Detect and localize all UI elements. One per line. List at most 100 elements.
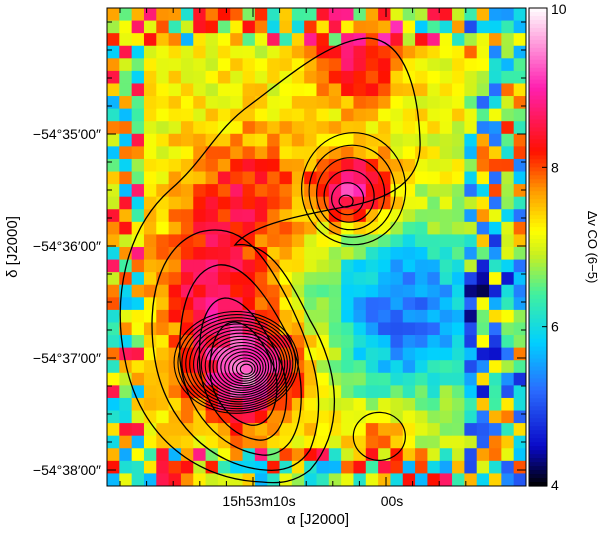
heatmap-cell — [156, 335, 170, 349]
heatmap-cell — [513, 146, 526, 160]
heatmap-cell — [168, 234, 182, 248]
colorbar-swatch — [529, 71, 547, 77]
colorbar-swatch — [529, 266, 547, 272]
heatmap-cell — [476, 460, 490, 474]
heatmap-cell — [452, 259, 465, 273]
heatmap-cell — [427, 247, 441, 260]
colorbar-swatch — [529, 294, 547, 300]
heatmap-cell — [242, 133, 256, 147]
heatmap-cell — [390, 133, 404, 147]
heatmap-cell — [501, 284, 515, 298]
heatmap-cell — [513, 221, 526, 235]
heatmap-cell — [341, 360, 354, 374]
heatmap-cell — [156, 234, 170, 248]
heatmap-cell — [119, 133, 133, 147]
heatmap-cell — [180, 209, 194, 223]
heatmap-cell — [427, 297, 441, 311]
heatmap-cell — [378, 297, 391, 311]
heatmap-cell — [513, 423, 526, 437]
heatmap-cell — [415, 234, 428, 248]
colorbar-swatch — [529, 302, 547, 308]
heatmap-cell — [107, 121, 120, 135]
heatmap-cell — [415, 410, 428, 424]
heatmap-cell — [279, 448, 293, 462]
heatmap-cell — [452, 33, 465, 47]
contour-line — [189, 323, 288, 405]
heatmap-cell — [217, 460, 231, 474]
heatmap-cell — [217, 297, 231, 311]
heatmap-cell — [489, 70, 502, 84]
heatmap-cell — [242, 83, 256, 97]
heatmap-cell — [193, 171, 206, 185]
heatmap-cell — [291, 158, 305, 172]
heatmap-cell — [353, 70, 367, 84]
heatmap-cell — [291, 473, 305, 486]
heatmap-cell — [501, 309, 515, 323]
heatmap-cell — [205, 309, 219, 323]
heatmap-cell — [119, 96, 133, 110]
heatmap-cell — [217, 372, 231, 386]
heatmap-cell — [489, 322, 502, 336]
heatmap-cell — [476, 33, 490, 47]
heatmap-cell — [427, 360, 441, 374]
heatmap-cell — [501, 435, 515, 449]
heatmap-cell — [390, 297, 404, 311]
heatmap-cell — [390, 146, 404, 160]
heatmap-cell — [316, 83, 330, 97]
colorbar-swatch — [529, 247, 547, 252]
heatmap-cell — [452, 108, 465, 122]
heatmap-cell — [168, 133, 182, 147]
heatmap-cell — [328, 410, 342, 424]
heatmap-cell — [242, 234, 256, 248]
heatmap-cell — [489, 297, 502, 311]
contour-line — [301, 132, 407, 246]
heatmap-cell — [501, 133, 515, 147]
heatmap-cell — [180, 435, 194, 449]
heatmap-cell — [513, 133, 526, 147]
heatmap-cell — [489, 397, 502, 411]
heatmap-cell — [267, 158, 280, 172]
heatmap-cell — [205, 209, 219, 223]
heatmap-cell — [156, 184, 170, 198]
colorbar-swatch — [529, 418, 547, 423]
heatmap-cell — [279, 146, 293, 160]
heatmap-cell — [378, 221, 391, 235]
heatmap-cell — [353, 96, 367, 110]
heatmap-cell — [415, 58, 428, 72]
colorbar-swatch — [529, 103, 547, 109]
heatmap-cell — [328, 372, 342, 386]
heatmap-cell — [168, 423, 182, 437]
colorbar-swatch — [529, 310, 547, 316]
heatmap-cell — [464, 309, 478, 323]
heatmap-cell — [341, 70, 354, 84]
heatmap-cell — [107, 272, 120, 286]
heatmap-cell — [439, 297, 453, 311]
heatmap-cell — [168, 284, 182, 298]
heatmap-cell — [131, 335, 145, 349]
heatmap-cell — [279, 45, 293, 59]
heatmap-cell — [193, 272, 206, 286]
contour-line — [212, 341, 272, 391]
heatmap-cell — [316, 146, 330, 160]
heatmap-cell — [378, 96, 391, 110]
colorbar-swatch — [529, 227, 547, 232]
heatmap-cell — [390, 272, 404, 286]
heatmap-cell — [107, 397, 120, 411]
colorbar-swatch — [529, 314, 547, 320]
heatmap-cell — [230, 460, 243, 474]
heatmap-cell — [439, 335, 453, 349]
heatmap-cell — [267, 108, 280, 122]
heatmap-cell — [156, 146, 170, 160]
heatmap-cell — [304, 448, 317, 462]
heatmap-cell — [304, 83, 317, 97]
heatmap-cell — [230, 121, 243, 135]
heatmap-cell — [205, 70, 219, 84]
heatmap-cell — [365, 146, 379, 160]
heatmap-cell — [415, 473, 428, 486]
heatmap-cell — [230, 423, 243, 437]
heatmap-cell — [353, 322, 367, 336]
heatmap-cell — [378, 259, 391, 273]
heatmap-cell — [328, 272, 342, 286]
heatmap-cell — [378, 171, 391, 185]
heatmap-cell — [119, 20, 133, 34]
